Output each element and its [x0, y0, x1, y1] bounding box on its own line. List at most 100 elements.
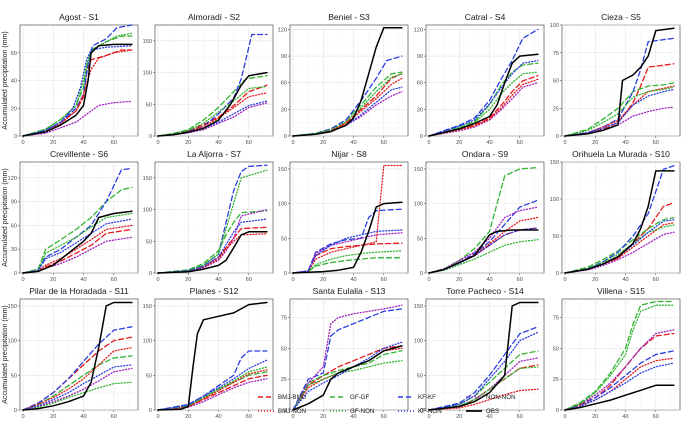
y-tick-label: 0 [14, 271, 17, 277]
series-line-obs [564, 170, 675, 274]
y-tick-label: 25 [553, 377, 559, 383]
x-tick-label: 0 [563, 414, 566, 420]
panel-cieza-s5: Cieza - S5 0 20 40 60 0 25 50 75 100 [550, 12, 681, 146]
x-tick-label: 60 [653, 414, 659, 420]
series-line-kf-non [157, 218, 268, 274]
series-line-kf-kf [564, 165, 675, 274]
y-axis-title: Accumulated precipitation (mm) [2, 168, 9, 266]
panel-la-aljorra-s7: La Aljorra - S7 0 20 40 60 0 50 100 150 [143, 149, 274, 283]
x-tick-label: 0 [427, 140, 430, 146]
series-line-bmj-non [564, 222, 675, 274]
x-tick-label: 40 [215, 140, 221, 146]
y-tick-label: 50 [146, 102, 152, 108]
x-tick-label: 60 [111, 414, 117, 420]
series-line-kf-non [22, 364, 133, 411]
x-tick-label: 20 [320, 277, 326, 283]
series-line-obs [22, 210, 133, 274]
legend-item-kf-kf: KF-KF [398, 394, 436, 401]
x-tick-label: 40 [80, 414, 86, 420]
x-tick-label: 0 [21, 414, 24, 420]
y-tick-label: 60 [417, 81, 423, 87]
x-tick-label: 60 [246, 414, 252, 420]
y-tick-label: 0 [420, 134, 423, 140]
series-line-gf-non [564, 304, 675, 411]
y-tick-label: 90 [281, 54, 287, 60]
panel-title: La Aljorra - S7 [187, 149, 241, 159]
y-tick-label: 100 [278, 202, 287, 208]
y-tick-label: 100 [550, 197, 559, 203]
legend-label: GF-GF [350, 394, 369, 401]
series-line-gf-non [157, 85, 268, 137]
plot-area [289, 161, 409, 274]
series-line-obs [428, 53, 539, 137]
legend-item-kf-non: KF-NON [398, 408, 442, 415]
panel-crevillente-s6: Crevillente - S6 0 20 40 60 0 30 60 90 120Accumul… [2, 149, 139, 283]
series-line-gf-non [292, 250, 403, 274]
x-tick-label: 20 [456, 277, 462, 283]
series-line-obs [428, 229, 539, 274]
panel-title: Nijar - S8 [331, 149, 367, 159]
x-tick-label: 20 [50, 414, 56, 420]
x-tick-label: 0 [427, 414, 430, 420]
y-tick-label: 120 [8, 176, 17, 182]
series-line-kf-kf [428, 28, 539, 137]
legend-label: OBS [486, 408, 499, 415]
series-line-obs [22, 43, 133, 137]
panel-santa-eulalia-s13: Santa Eulalia - S1302040600255075Time (h… [281, 286, 409, 420]
panel-title: Santa Eulalia - S13 [313, 286, 386, 296]
x-tick-label: 40 [622, 140, 628, 146]
panel-title: Pilar de la Horadada - S11 [29, 286, 129, 296]
series-line-gf-non [22, 381, 133, 411]
y-tick-label: 60 [11, 51, 17, 57]
series-line-gf-non [292, 73, 403, 137]
y-tick-label: 150 [550, 160, 559, 166]
series-line-non-non [564, 231, 675, 274]
legend-label: KF-KF [418, 394, 436, 401]
series-line-bmj-non [428, 388, 539, 411]
series-line-kf-kf [22, 326, 133, 411]
y-tick-label: 50 [146, 239, 152, 245]
series-line-gf-gf [157, 210, 268, 274]
y-tick-label: 20 [11, 106, 17, 112]
series-line-gf-gf [22, 186, 133, 274]
legend-item-non-non: NON-NON [466, 394, 516, 401]
legend-label: BMJ-BMU [278, 394, 306, 401]
series-line-obs [564, 27, 675, 137]
x-tick-label: 0 [563, 140, 566, 146]
panel-title: Beniel - S3 [328, 12, 370, 22]
y-tick-label: 100 [414, 339, 423, 345]
y-tick-label: 75 [553, 316, 559, 322]
y-tick-label: 150 [143, 39, 152, 45]
x-tick-label: 0 [563, 277, 566, 283]
panel-pilar-de-la-horadada-s11: Pilar de la Horadada - S11 0 20 40 60 0 50 100 1… [2, 286, 139, 420]
series-line-non-non [292, 304, 403, 411]
y-tick-label: 100 [414, 202, 423, 208]
y-tick-label: 90 [417, 54, 423, 60]
y-tick-label: 50 [146, 373, 152, 379]
series-line-gf-gf [292, 257, 403, 274]
x-tick-label: 20 [185, 140, 191, 146]
y-axis-title: Accumulated precipitation (mm) [2, 31, 9, 129]
x-tick-label: 60 [381, 140, 387, 146]
x-tick-label: 40 [350, 277, 356, 283]
x-tick-label: 20 [592, 277, 598, 283]
x-tick-label: 60 [517, 414, 523, 420]
series-line-obs [292, 345, 403, 411]
y-tick-label: 30 [11, 247, 17, 253]
series-line-kf-non [292, 341, 403, 411]
series-line-kf-non [564, 88, 675, 137]
x-tick-label: 20 [320, 414, 326, 420]
x-tick-label: 40 [486, 414, 492, 420]
plot-area [289, 298, 409, 411]
series-line-gf-gf [292, 350, 403, 411]
x-tick-label: 0 [156, 414, 159, 420]
y-tick-label: 0 [284, 271, 287, 277]
panel-title: Cieza - S5 [601, 12, 641, 22]
y-tick-label: 0 [14, 408, 17, 414]
x-tick-label: 40 [350, 414, 356, 420]
panel-title: Crevillente - S6 [50, 149, 108, 159]
series-line-obs [22, 301, 133, 411]
x-tick-label: 0 [291, 414, 294, 420]
x-tick-label: 60 [246, 140, 252, 146]
